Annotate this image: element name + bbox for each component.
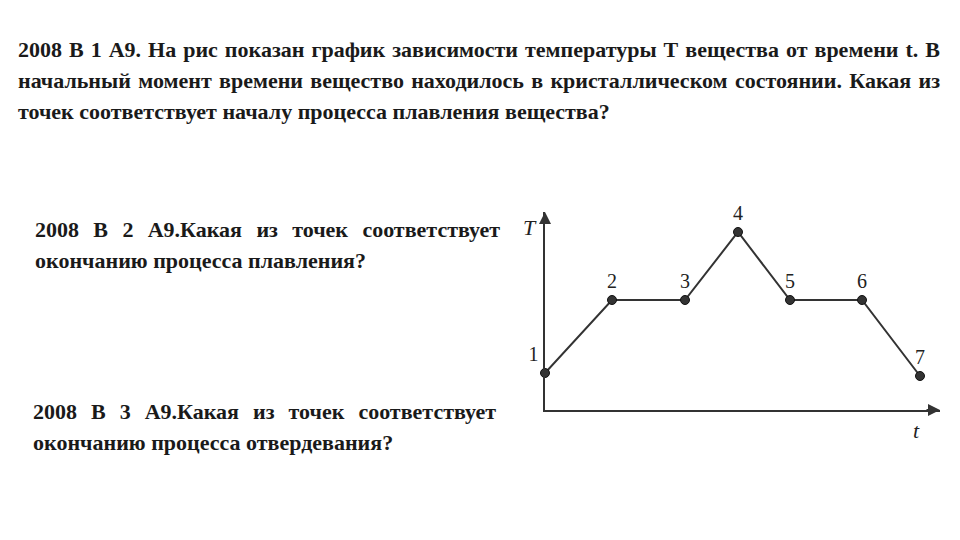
svg-text:t: t xyxy=(913,418,920,443)
svg-text:6: 6 xyxy=(857,270,867,292)
svg-text:2: 2 xyxy=(607,270,617,292)
html-text:2008 В 2 А9.Какая из точек соо: 2008 В 2 А9.Какая из точек соответствует… xyxy=(35,217,500,273)
svg-text:3: 3 xyxy=(680,270,690,292)
svg-text:5: 5 xyxy=(785,270,795,292)
svg-text:1: 1 xyxy=(528,343,538,365)
html-text:2008 В 3 А9.Какая из точек соо: 2008 В 3 А9.Какая из точек соответствует… xyxy=(33,399,496,455)
svg-text:T: T xyxy=(523,215,537,240)
html-text:2008 В 1 А9. На рис показан гр: 2008 В 1 А9. На рис показан график завис… xyxy=(18,37,940,124)
svg-text:7: 7 xyxy=(915,346,925,368)
svg-text:4: 4 xyxy=(733,202,743,224)
